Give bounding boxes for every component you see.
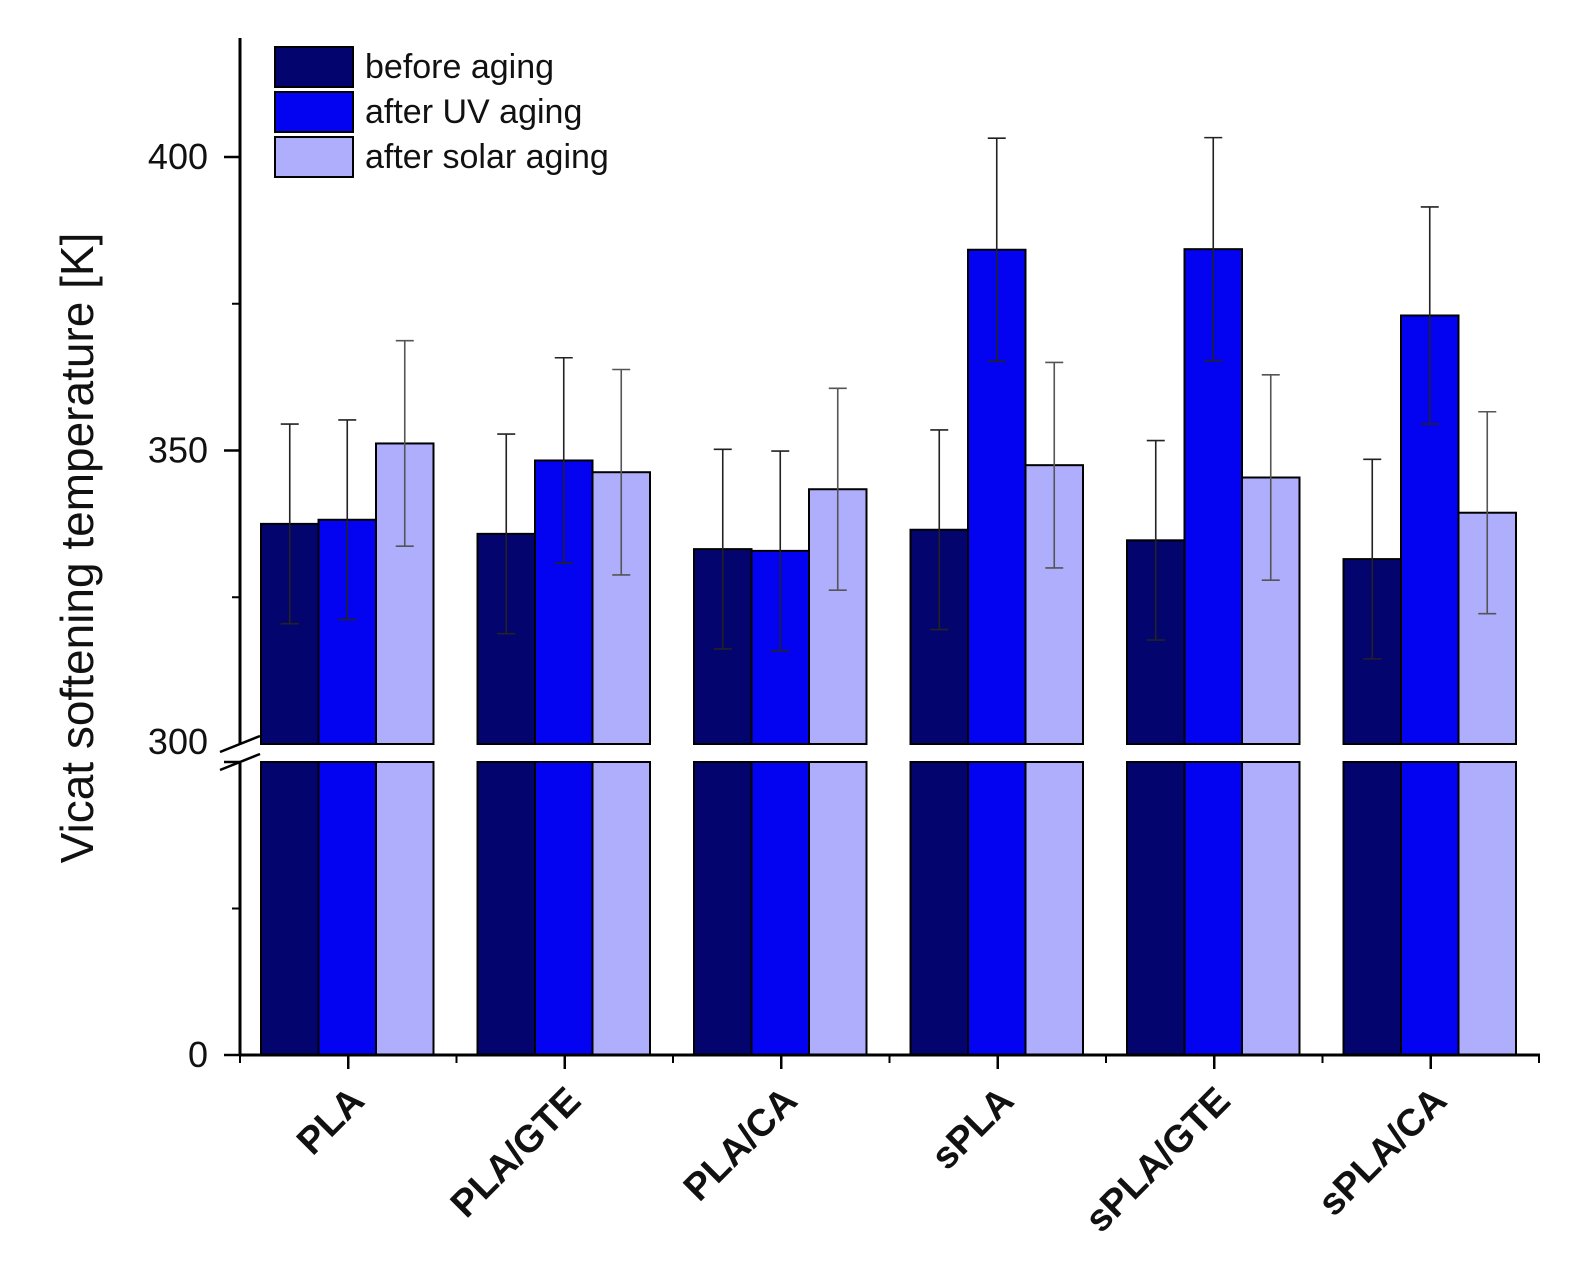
legend-swatch [274,91,354,133]
x-category-label: sPLA/GTE [1078,1080,1239,1241]
legend-swatch [274,136,354,178]
bar-lower-spla-series-1 [909,761,969,1056]
legend-label: before aging [365,48,554,86]
bar-lower-spla-series-3 [1024,761,1084,1056]
bar-lower-pla-ca-series-3 [808,761,868,1056]
bar-lower-spla-series-2 [967,761,1027,1056]
x-category-label: PLA [289,1080,372,1163]
x-category-label: PLA/CA [676,1080,806,1210]
bar-lower-spla-ca-series-1 [1342,761,1402,1056]
bar-lower-pla-gte-series-2 [534,761,594,1056]
bar-lower-pla-gte-series-3 [591,761,651,1056]
y-axis-title: Vicat softening temperature [K] [51,233,103,864]
legend-swatch [274,46,354,88]
bar-lower-pla-series-2 [317,761,377,1056]
bars-layer [260,136,1517,1056]
y-tick-label: 0 [188,1034,208,1075]
bar-lower-pla-ca-series-2 [750,761,810,1056]
legend: before aging after UV aging after solar ag… [274,46,609,178]
y-tick-label: 300 [148,721,208,762]
x-category-label: PLA/GTE [443,1080,589,1226]
legend-label: after UV aging [365,93,582,131]
bar-lower-spla-gte-series-1 [1126,761,1186,1056]
bar-lower-pla-series-1 [260,761,320,1056]
bar-lower-spla-ca-series-2 [1400,761,1460,1056]
bar-lower-spla-ca-series-3 [1457,761,1517,1056]
bar-lower-pla-gte-series-1 [476,761,536,1056]
x-category-label: sPLA [924,1080,1022,1178]
legend-label: after solar aging [365,138,609,176]
bar-lower-spla-gte-series-2 [1183,761,1243,1056]
axis-break-mark-top [219,734,261,754]
x-category-label: sPLA/CA [1310,1080,1455,1225]
bar-lower-pla-ca-series-1 [693,761,753,1056]
y-tick-label: 400 [148,136,208,177]
bar-lower-spla-gte-series-3 [1241,761,1301,1056]
bar-lower-pla-series-3 [375,761,435,1056]
y-tick-label: 350 [148,430,208,471]
axis-break-band [210,745,1550,761]
